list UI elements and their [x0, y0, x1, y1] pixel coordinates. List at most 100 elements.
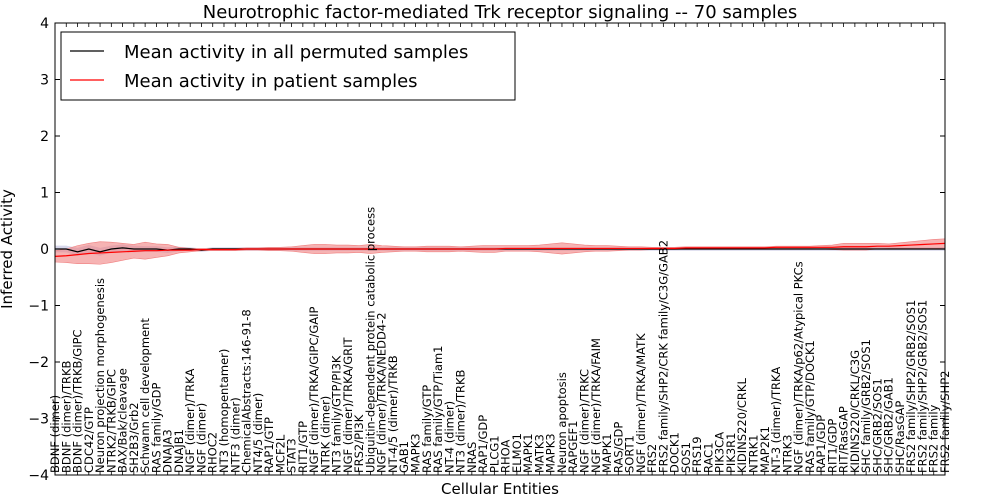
entity-label: SORT1 [623, 435, 637, 473]
entity-label: DNAJA3 [161, 429, 175, 473]
entity-label: MAPK3 [544, 433, 558, 473]
entity-label: Neuron projection morphogenesis [93, 278, 107, 473]
y-tick-label: −4 [28, 468, 49, 484]
entity-label: FRS2 [645, 444, 659, 473]
entity-label: MAPK1 [600, 433, 614, 473]
entity-label: NTRK (dimer) [318, 396, 332, 473]
entity-label: MAPK1 [521, 433, 535, 473]
entity-label: RAC1 [701, 442, 715, 473]
chart-title: Neurotrophic factor-mediated Trk recepto… [203, 2, 797, 23]
y-tick-label: −1 [28, 299, 49, 315]
entity-label: NGF (dimer)/TRKA/p62/Atypical PKCs [792, 261, 806, 473]
plot-area-frame [54, 22, 946, 476]
entity-label: NGF (dimer)/TRKA/MATK [634, 333, 648, 473]
entity-label: RAS family/GDP [149, 383, 163, 473]
entity-label: MAPK3 [409, 433, 423, 473]
entity-label: RAP1/GDP [814, 415, 828, 473]
entity-label: KIDINS220/CRKL/C3G [848, 350, 862, 473]
entity-label: FRS2 family/SHP2/GRB2/SOS1 [915, 300, 929, 473]
entity-label: NT-4/5 (dimer)/TRKB [386, 355, 400, 473]
entity-label: NTRK1 [746, 435, 760, 473]
entity-label: MCF2L [273, 434, 287, 473]
legend-permuted-label: Mean activity in all permuted samples [124, 42, 468, 63]
entity-label: SOS1 [679, 442, 693, 473]
patient-series-line [54, 242, 946, 257]
confidence-bands [54, 238, 946, 265]
y-tick-label: 3 [40, 73, 49, 89]
legend-patient-label: Mean activity in patient samples [124, 71, 418, 92]
entity-label: NTRK2/TRKB/GIPC [104, 369, 118, 473]
entity-label: NT3 (dimer)/TRKB [454, 369, 468, 473]
y-axis-label: Inferred Activity [0, 189, 16, 309]
entity-label: NGF (dimer) [194, 403, 208, 473]
entity-label: NT3 family/GTP/PI3K [330, 355, 344, 473]
entity-label: NGF (dimer)/TRKA/GIPC/GAIP [307, 306, 321, 473]
entity-label: DOCK1 [668, 432, 682, 473]
entity-label: MATK3 [532, 434, 546, 473]
series-lines [54, 242, 946, 257]
entity-label: FRS2/PI3K [352, 414, 366, 473]
entity-label: ChemicalAbstracts:146-91-8 [240, 309, 254, 473]
entity-label: RAPGEF1 [566, 421, 580, 473]
y-tick-label: 1 [40, 186, 49, 202]
entity-label: STAT3 [285, 438, 299, 473]
entity-label: RHOC2 [206, 432, 220, 473]
entity-label: Schwann cell development [138, 318, 152, 473]
entity-label: ELMO1 [510, 433, 524, 473]
entity-label: RAS/GDP [611, 422, 625, 473]
entity-label: CDC42/GTP [82, 407, 96, 473]
x-axis-ticks [54, 23, 946, 475]
entity-label: NTRK3 [780, 435, 794, 473]
entity-label: BDNF (dimer)/TRKB [59, 360, 73, 473]
y-tick-label: 4 [40, 16, 49, 32]
entity-label: NT-4 (dimer) [442, 401, 456, 473]
entity-label: PIK3R1 [724, 433, 738, 474]
entity-label: FRS2 family/SHP2/GRB2/SOS1 [904, 300, 918, 473]
entity-label: DNAJB1 [172, 429, 186, 473]
entity-label: RAS family/GTP/DOCK1 [803, 340, 817, 473]
entity-label: FRS2 family/SHP2/CRK family/C3G/GAB2 [656, 240, 670, 473]
legend: Mean activity in all permuted samples Me… [60, 31, 516, 101]
entity-label: NGF (dimer)/TRKC [577, 369, 591, 473]
entity-label: PIK3CA [713, 432, 727, 473]
entity-label: PLCG1 [487, 435, 501, 473]
entity-label: SHC/RasGAP [893, 401, 907, 473]
x-axis-label: Cellular Entities [441, 480, 559, 498]
entity-label: NTF3 (dimer) [228, 397, 242, 473]
entity-label: SH2B3/Grb2 [127, 402, 141, 473]
entity-label: NGF (dimer)/TRKA/NEDD4-2 [375, 312, 389, 473]
entity-label: RAP1/GTP [262, 417, 276, 473]
entity-label: Neuron apoptosis [555, 372, 569, 473]
entity-label: BDNF (dimer)/TRKB/GIPC [71, 329, 85, 473]
legend-box [60, 31, 516, 101]
y-tick-label: −2 [28, 355, 49, 371]
entity-label: Ubiquitin-dependent protein catabolic pr… [363, 207, 377, 473]
entity-label: GAB1 [397, 441, 411, 473]
entity-label: NT3 (homopentamer) [217, 349, 231, 473]
y-tick-label: −3 [28, 412, 49, 428]
entity-label: NGF (dimer)/TRKA [183, 369, 197, 473]
patient-band [54, 238, 946, 265]
entity-label: RAS family/GTP [420, 385, 434, 473]
y-tick-label: 2 [40, 129, 49, 145]
entity-label: NGF (dimer)/TRKA/FAIM [589, 338, 603, 473]
entity-label: RIT1/GTP [296, 421, 310, 473]
entity-label: FRS2 family [927, 404, 941, 473]
entity-label: RIT1/GDP [825, 419, 839, 473]
entity-label: SHC/GRB2/SOS1 [870, 378, 884, 473]
entity-label: SHC/GRB2/GAB1 [882, 377, 896, 473]
entity-label: NT4/5 (dimer) [251, 393, 265, 473]
entity-label: SHC family/GRB2/SOS1 [859, 339, 873, 473]
entity-label: NRAS [465, 442, 479, 473]
entity-label: RHOA [499, 440, 513, 473]
y-tick-label: 0 [40, 242, 49, 258]
entity-label: FRS19 [690, 436, 704, 473]
entity-label: BAX/Bak/cleavage [116, 368, 130, 473]
entity-label: RIT/RasGAP [837, 406, 851, 473]
y-axis-ticks: 4 3 2 1 0 −1 −2 −3 −4 [28, 16, 945, 484]
entity-label: MAP2K1 [758, 426, 772, 473]
entity-label: KIDINS220/CRKL [735, 378, 749, 473]
entity-label: RAP1/GDP [476, 415, 490, 473]
